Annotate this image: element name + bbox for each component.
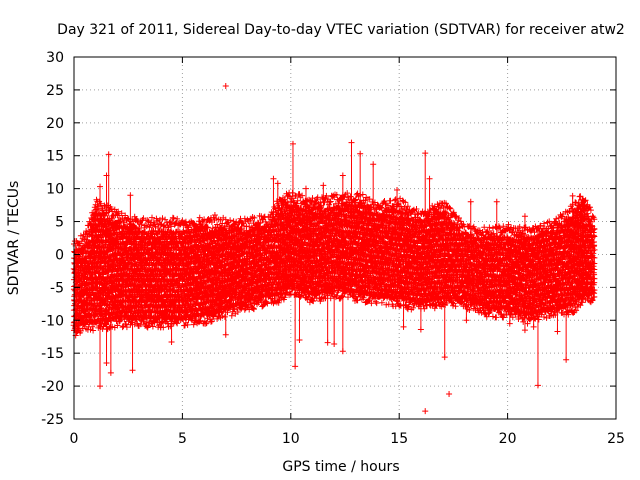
data-point xyxy=(103,172,110,179)
data-point xyxy=(589,297,596,304)
data-point xyxy=(400,323,407,330)
data-point xyxy=(97,183,104,190)
data-point xyxy=(331,340,338,347)
data-point xyxy=(463,317,470,324)
data-point xyxy=(250,306,257,313)
data-point xyxy=(426,175,433,182)
y-tick-label: 10 xyxy=(46,182,64,198)
data-point xyxy=(129,367,136,374)
data-point xyxy=(521,213,528,220)
data-point xyxy=(394,186,401,193)
data-point xyxy=(521,327,528,334)
x-tick-label: 5 xyxy=(178,431,187,447)
data-point xyxy=(157,323,164,330)
data-point xyxy=(201,320,208,327)
data-point xyxy=(563,356,570,363)
data-point xyxy=(422,150,429,157)
data-point xyxy=(506,320,513,327)
axis-ticks xyxy=(73,56,617,420)
data-point xyxy=(168,338,175,345)
data-point xyxy=(222,331,229,338)
data-point xyxy=(274,180,281,187)
y-tick-label: 15 xyxy=(46,149,64,165)
y-tick-label: 30 xyxy=(46,50,64,66)
y-tick-label: -15 xyxy=(41,346,64,362)
data-point xyxy=(422,408,429,415)
x-tick-label: 20 xyxy=(499,431,517,447)
data-point xyxy=(554,328,561,335)
chart-title: Day 321 of 2011, Sidereal Day-to-day VTE… xyxy=(57,22,625,38)
data-point xyxy=(441,354,448,361)
data-point xyxy=(552,218,559,225)
y-tick-label: 25 xyxy=(46,83,64,99)
data-point xyxy=(324,339,331,346)
data-point xyxy=(339,348,346,355)
data-point xyxy=(127,192,134,199)
data-point xyxy=(348,139,355,146)
data-point xyxy=(591,225,598,232)
y-tick-label: -20 xyxy=(41,379,64,395)
x-tick-label: 0 xyxy=(70,431,79,447)
data-point xyxy=(320,182,327,189)
data-point xyxy=(417,326,424,333)
data-point xyxy=(105,151,112,158)
data-point xyxy=(467,198,474,205)
data-point xyxy=(211,211,218,218)
data-point xyxy=(196,214,203,221)
data-point xyxy=(569,192,576,199)
data-point xyxy=(537,223,544,230)
data-point xyxy=(339,172,346,179)
data-point xyxy=(103,360,110,367)
data-point xyxy=(222,82,229,89)
x-tick-label: 15 xyxy=(390,431,408,447)
data-point xyxy=(302,185,309,192)
y-tick-label: 20 xyxy=(46,116,64,132)
data-point xyxy=(107,369,114,376)
data-point xyxy=(530,323,537,330)
data-point xyxy=(534,382,541,389)
y-tick-label: 0 xyxy=(55,247,64,263)
data-point xyxy=(270,175,277,182)
y-axis-label: SDTVAR / TECUs xyxy=(6,181,22,296)
y-tick-label: -10 xyxy=(41,313,64,329)
x-axis-label: GPS time / hours xyxy=(282,459,399,475)
data-layer xyxy=(70,82,598,415)
data-point xyxy=(289,140,296,147)
y-tick-label: -25 xyxy=(41,412,64,428)
data-point xyxy=(357,150,364,157)
data-point xyxy=(446,390,453,397)
x-tick-label: 10 xyxy=(282,431,300,447)
data-point xyxy=(268,290,275,297)
data-point xyxy=(296,337,303,344)
data-point xyxy=(292,363,299,370)
plot-frame xyxy=(73,56,617,420)
data-point xyxy=(493,198,500,205)
data-point xyxy=(370,161,377,168)
tick-labels: 0 5 10 15 20 25 -25 -20 -15 -10 -5 0 5 10 15 20 25 30 xyxy=(41,50,625,447)
data-point xyxy=(97,383,104,390)
x-tick-label: 25 xyxy=(607,431,625,447)
data-point xyxy=(515,315,522,322)
y-tick-label: 5 xyxy=(55,215,64,231)
y-tick-label: -5 xyxy=(50,280,64,296)
